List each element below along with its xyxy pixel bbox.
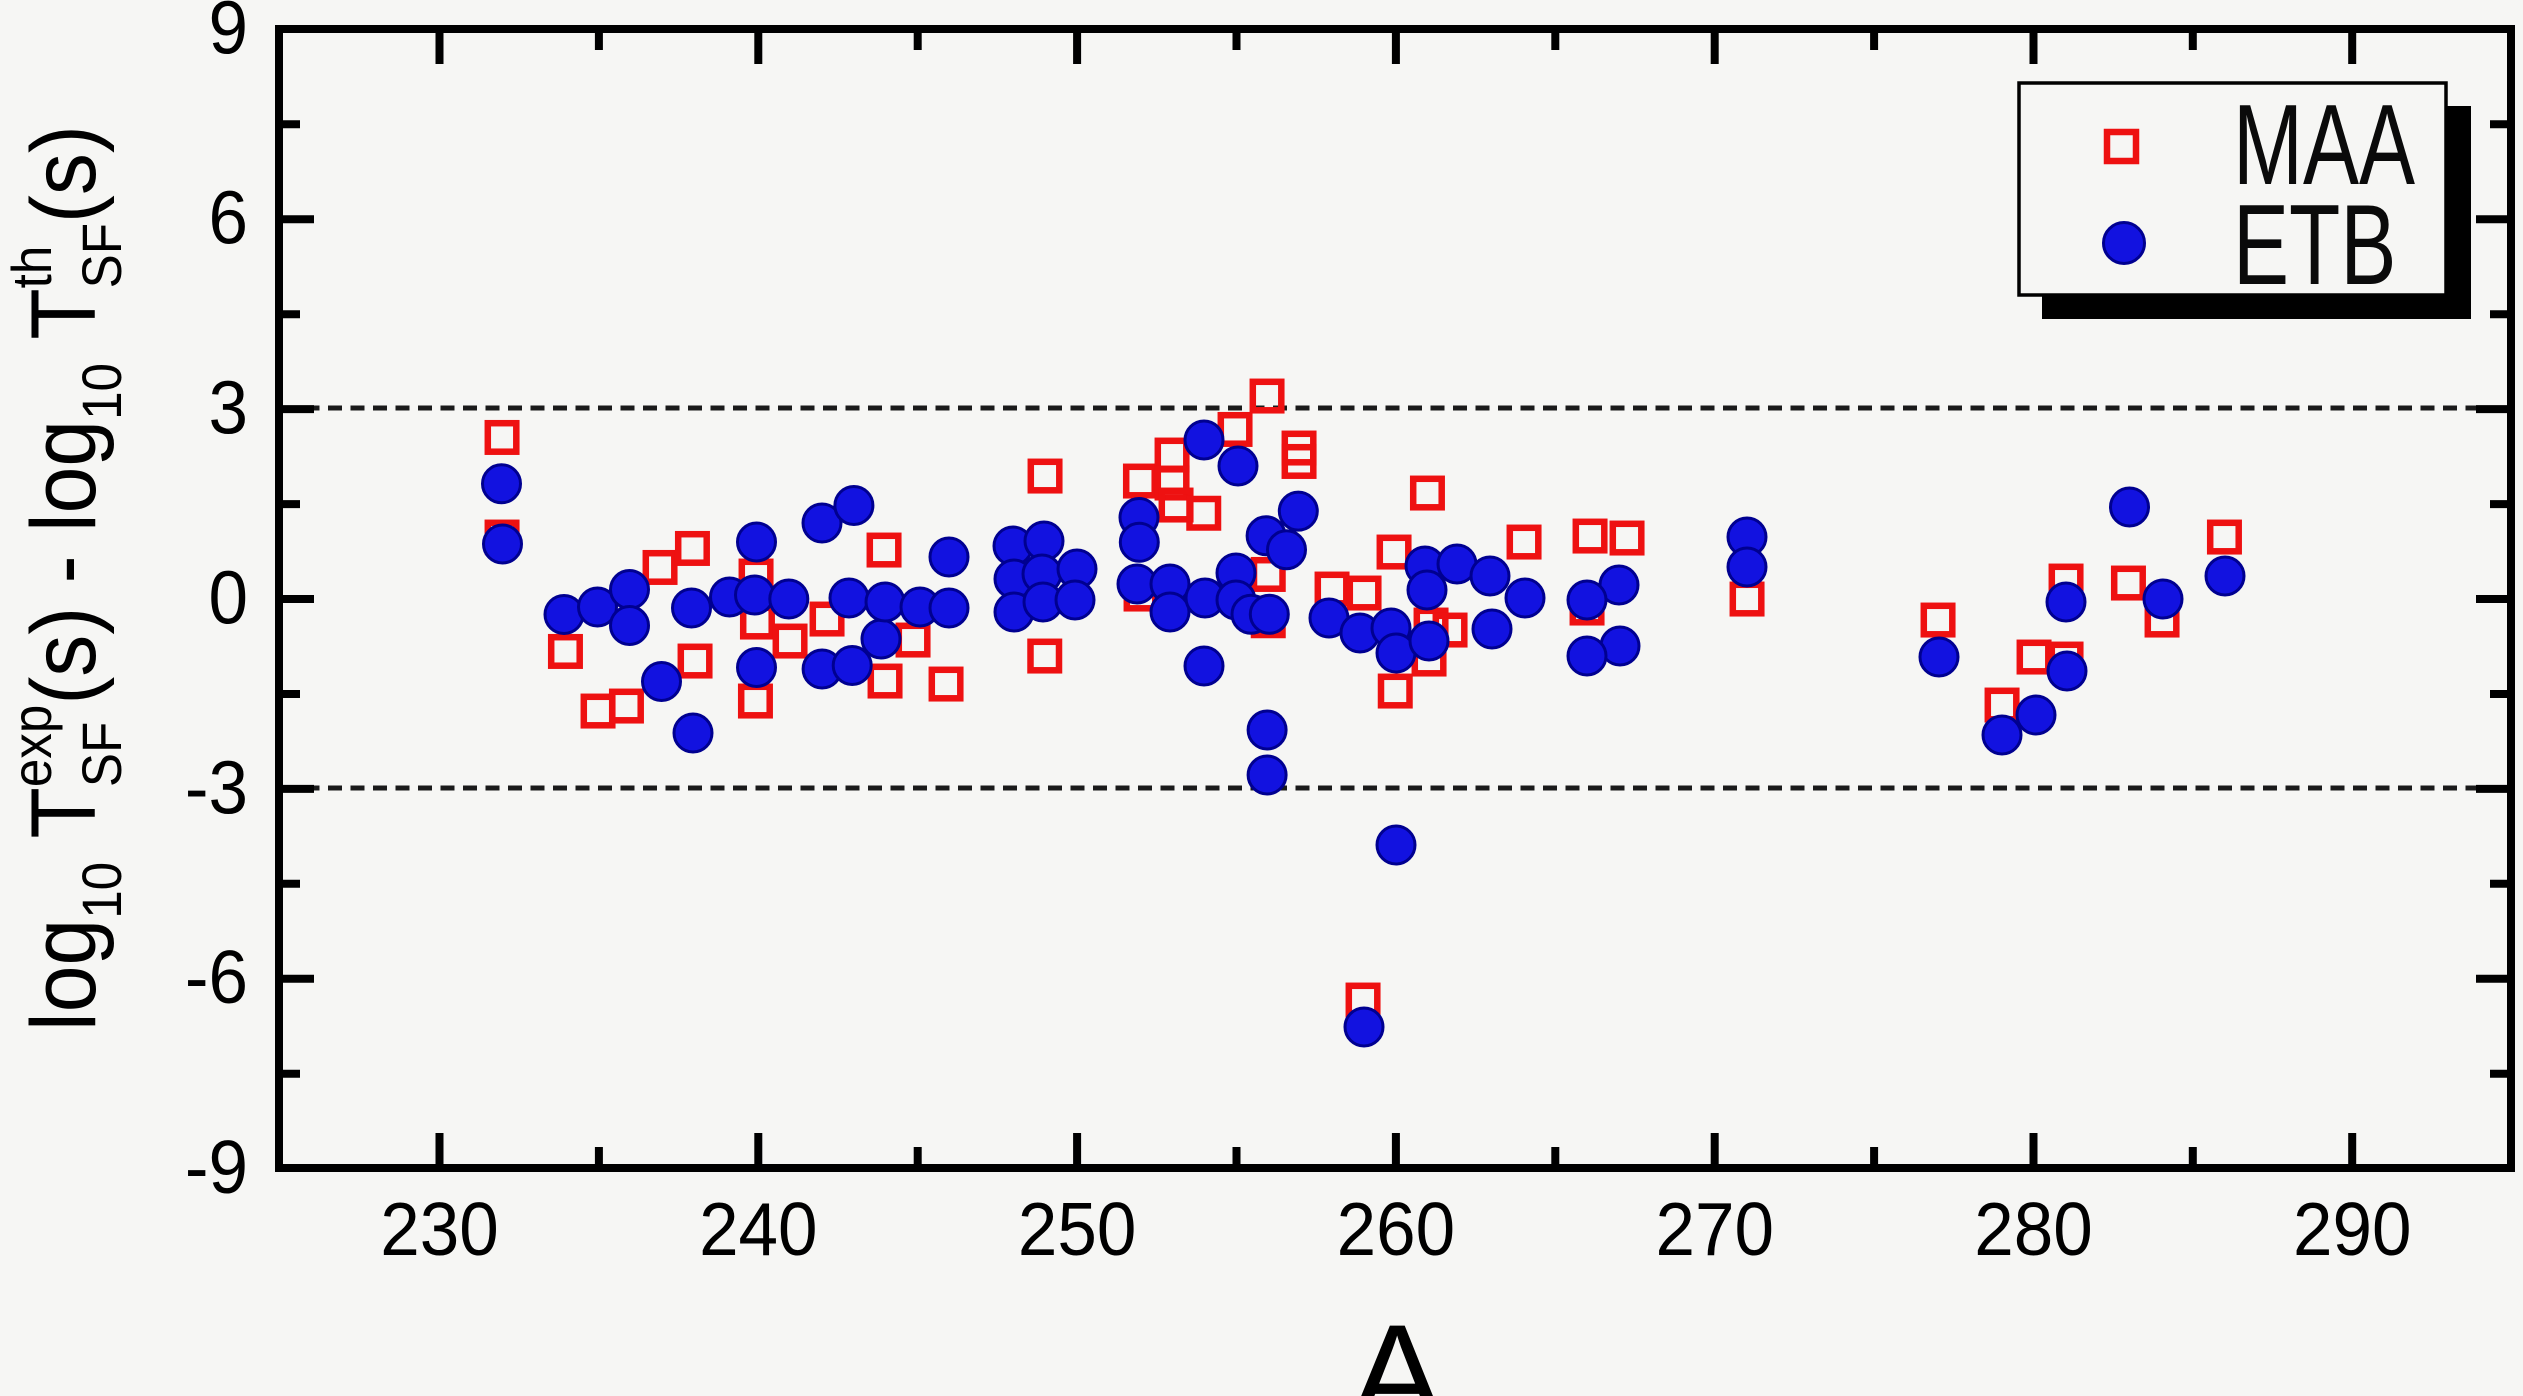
svg-text:th: th bbox=[1, 246, 64, 289]
svg-text:3: 3 bbox=[209, 366, 248, 450]
svg-text:-3: -3 bbox=[185, 745, 248, 829]
svg-text:SF: SF bbox=[71, 223, 134, 288]
svg-text:SF: SF bbox=[71, 722, 134, 787]
svg-text:230: 230 bbox=[380, 1187, 498, 1271]
svg-text:10: 10 bbox=[71, 363, 134, 420]
svg-text:exp: exp bbox=[1, 705, 64, 787]
svg-text:A: A bbox=[1350, 1295, 1444, 1396]
svg-text:290: 290 bbox=[2293, 1187, 2411, 1271]
svg-text:0: 0 bbox=[209, 556, 248, 640]
svg-text:MAA: MAA bbox=[2233, 81, 2415, 209]
svg-text:9: 9 bbox=[209, 0, 248, 70]
svg-text:250: 250 bbox=[1018, 1187, 1136, 1271]
svg-text:T: T bbox=[11, 288, 114, 363]
svg-text:(s) - log: (s) - log bbox=[11, 420, 114, 705]
svg-text:240: 240 bbox=[699, 1187, 817, 1271]
svg-text:ETB: ETB bbox=[2233, 181, 2396, 309]
svg-text:6: 6 bbox=[209, 176, 248, 260]
svg-text:270: 270 bbox=[1655, 1187, 1773, 1271]
svg-text:260: 260 bbox=[1337, 1187, 1455, 1271]
svg-text:280: 280 bbox=[1974, 1187, 2092, 1271]
svg-text:log: log bbox=[11, 919, 114, 1031]
svg-text:T: T bbox=[11, 787, 114, 862]
svg-text:(s): (s) bbox=[11, 125, 114, 223]
svg-text:10: 10 bbox=[71, 862, 134, 919]
svg-text:-6: -6 bbox=[185, 935, 248, 1019]
svg-text:-9: -9 bbox=[185, 1125, 248, 1209]
